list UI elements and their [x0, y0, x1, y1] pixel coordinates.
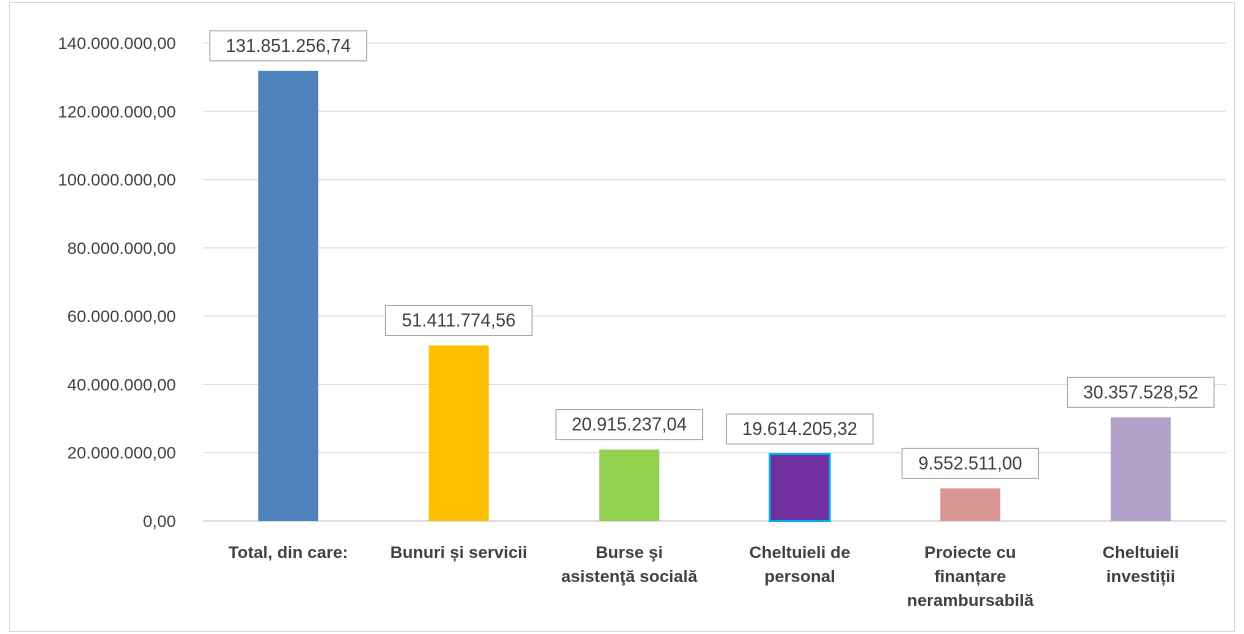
- data-label-box: [209, 30, 368, 62]
- category-label: nerambursabilă: [907, 591, 1034, 610]
- data-label-box: [901, 447, 1039, 479]
- data-label: 20.915.237,04: [572, 415, 687, 435]
- category-label: personal: [764, 567, 835, 586]
- data-label: 30.357.528,52: [1083, 382, 1198, 402]
- category-label: Bunuri și servicii: [390, 543, 527, 562]
- data-label: 19.614.205,32: [742, 419, 857, 439]
- data-label-box: [1066, 376, 1215, 408]
- data-label: 9.552.511,00: [918, 453, 1022, 473]
- y-tick-label: 0,00: [143, 512, 176, 531]
- bar: [258, 70, 319, 521]
- data-label: 51.411.774,56: [402, 310, 516, 330]
- data-label-box: [384, 304, 533, 336]
- category-label: Proiecte cu: [924, 543, 1016, 562]
- y-tick-label: 40.000.000,00: [67, 375, 176, 394]
- category-label: Total, din care:: [228, 543, 348, 562]
- bar: [1110, 417, 1171, 521]
- y-tick-label: 120.000.000,00: [58, 102, 176, 121]
- y-tick-label: 140.000.000,00: [58, 34, 176, 53]
- data-label: 131.851.256,74: [226, 36, 351, 56]
- y-tick-label: 80.000.000,00: [67, 239, 176, 258]
- chart-area: [9, 2, 1235, 632]
- bar: [940, 488, 1001, 521]
- data-label-box: [725, 413, 874, 445]
- category-label: asistenţă socială: [561, 567, 698, 586]
- data-label-box: [555, 409, 704, 441]
- y-tick-label: 100.000.000,00: [58, 171, 176, 190]
- category-label: Cheltuieli: [1102, 543, 1179, 562]
- y-tick-label: 60.000.000,00: [67, 307, 176, 326]
- bar: [428, 345, 489, 521]
- bar: [768, 453, 831, 522]
- bar: [599, 449, 660, 521]
- y-tick-label: 20.000.000,00: [67, 444, 176, 463]
- category-label: investiții: [1106, 567, 1175, 586]
- category-label: finanțare: [934, 567, 1006, 586]
- category-label: Burse şi: [596, 543, 663, 562]
- category-label: Cheltuieli de: [749, 543, 850, 562]
